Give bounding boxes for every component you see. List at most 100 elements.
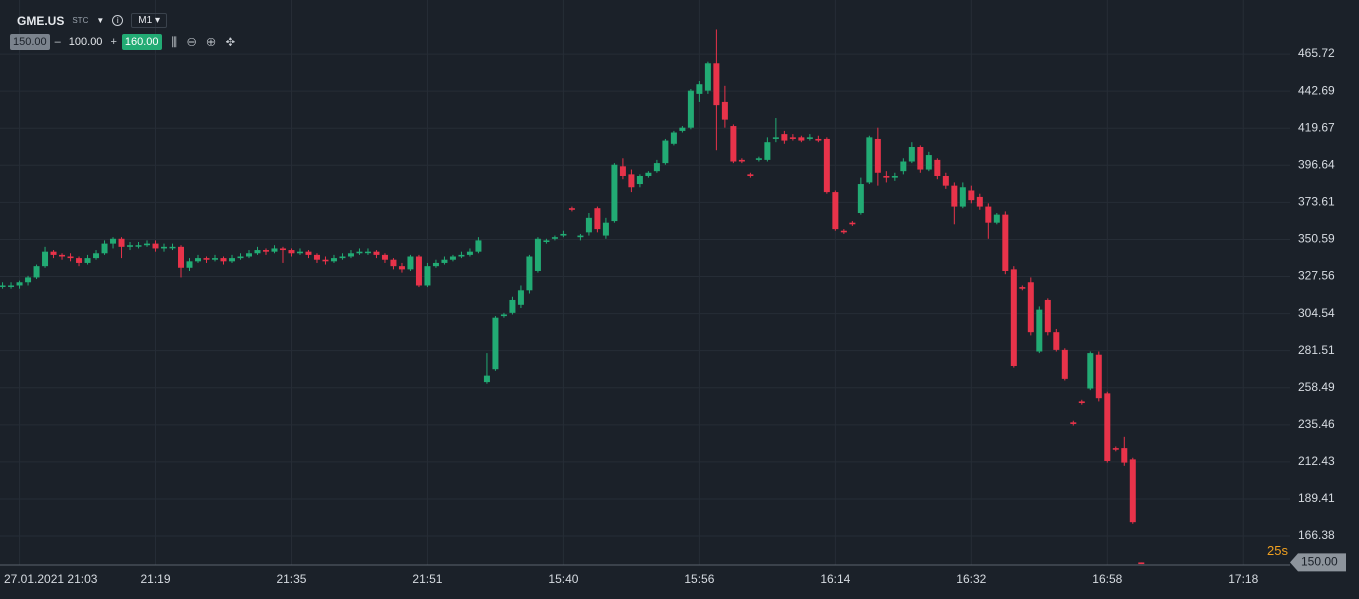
candle-body [934, 159, 941, 176]
timeframe: M1 [138, 15, 153, 26]
candle-body [653, 163, 660, 172]
candle-body [713, 63, 720, 106]
volume-low[interactable]: 150.00 [10, 34, 50, 50]
x-tick-label: 15:56 [684, 572, 714, 586]
x-tick-label: 16:58 [1092, 572, 1122, 586]
y-tick-label: 166.38 [1298, 528, 1335, 542]
timeframe-select[interactable]: M1 ▾ [131, 13, 167, 28]
increase-button[interactable]: + [110, 36, 117, 48]
candle-body [500, 314, 507, 317]
candle-body [832, 192, 839, 230]
candle-body [551, 237, 558, 239]
candle-body [381, 254, 388, 260]
candle-body [220, 258, 227, 262]
chart-tools[interactable]: ⫼⊖⊕✥ [171, 34, 246, 49]
candle-body [262, 250, 269, 252]
candle-body [968, 190, 975, 201]
candle-body [76, 258, 83, 263]
countdown: 25s [1267, 543, 1288, 558]
candle-body [645, 172, 652, 176]
candle-body [1036, 309, 1043, 352]
candle-body [245, 253, 252, 257]
candle-body [1112, 448, 1119, 450]
candle-body [619, 166, 626, 176]
candle-body [110, 238, 117, 244]
candle-body [398, 266, 405, 270]
candle-body [781, 134, 788, 141]
candle-body [1138, 562, 1145, 565]
candle-body [1121, 448, 1128, 463]
candle-body [322, 259, 329, 262]
candle-body [840, 230, 847, 233]
volume-high[interactable]: 160.00 [121, 34, 162, 50]
candle-body [772, 137, 779, 139]
candle-body [1087, 353, 1094, 389]
candle-body [526, 256, 533, 291]
candle-body [407, 256, 414, 270]
candle-body [755, 158, 762, 160]
y-tick-label: 327.56 [1298, 269, 1335, 283]
y-tick-label: 258.49 [1298, 380, 1335, 394]
candle-body [458, 254, 465, 257]
candle-body [534, 238, 541, 271]
candle-body [16, 282, 23, 286]
candle-body [585, 217, 592, 233]
candle-body [985, 206, 992, 223]
candle-body [543, 240, 550, 243]
candle-body [169, 246, 176, 249]
candle-body [1044, 299, 1051, 333]
candle-body [33, 266, 40, 278]
candle-body [815, 138, 822, 141]
candle-body [721, 101, 728, 120]
candle-body [1095, 354, 1102, 399]
decrease-button[interactable]: – [54, 36, 61, 48]
y-tick-label: 235.46 [1298, 417, 1335, 431]
y-tick-label: 281.51 [1298, 343, 1335, 357]
candle-body [628, 174, 635, 188]
candle-body [424, 266, 431, 286]
y-tick-label: 373.61 [1298, 195, 1335, 209]
candle-body [993, 214, 1000, 223]
candle-body [789, 137, 796, 139]
candle-body [1070, 422, 1077, 424]
x-tick-label: 16:32 [956, 572, 986, 586]
y-tick-label: 304.54 [1298, 306, 1335, 320]
candle-body [1010, 269, 1017, 366]
candle-body [823, 138, 830, 193]
candle-body [662, 140, 669, 164]
candle-body [747, 174, 754, 176]
x-tick-label: 15:40 [548, 572, 578, 586]
x-tick-label: 21:51 [412, 572, 442, 586]
candle-body [509, 299, 516, 313]
volume-step[interactable]: 100.00 [68, 36, 103, 48]
candle-body [84, 258, 91, 263]
candle-body [1104, 393, 1111, 461]
candle-body [228, 258, 235, 262]
y-tick-label: 442.69 [1298, 83, 1335, 97]
candle-body [67, 256, 74, 259]
candle-body [679, 127, 686, 131]
candle-body [577, 235, 584, 238]
info-icon[interactable]: i [112, 15, 124, 26]
symbol[interactable]: GME.US [17, 13, 65, 28]
x-tick-label: 27.01.2021 21:03 [4, 572, 98, 586]
candle-body [951, 185, 958, 207]
candle-body [296, 251, 303, 254]
market: STC [72, 16, 89, 25]
candle-body [883, 175, 890, 178]
candle-body [1061, 349, 1068, 379]
candle-body [25, 277, 32, 283]
candle-body [670, 132, 677, 144]
candle-body [1027, 282, 1034, 333]
candle-body [891, 175, 898, 178]
candle-body [127, 245, 134, 247]
candle-body [339, 256, 346, 259]
candle-body [602, 222, 609, 236]
candle-body [347, 253, 354, 257]
candle-body [942, 175, 949, 186]
symbol-dropdown[interactable]: ▼ [96, 16, 105, 25]
candle-body [356, 251, 363, 254]
candle-body [738, 159, 745, 162]
candle-body [330, 258, 337, 262]
